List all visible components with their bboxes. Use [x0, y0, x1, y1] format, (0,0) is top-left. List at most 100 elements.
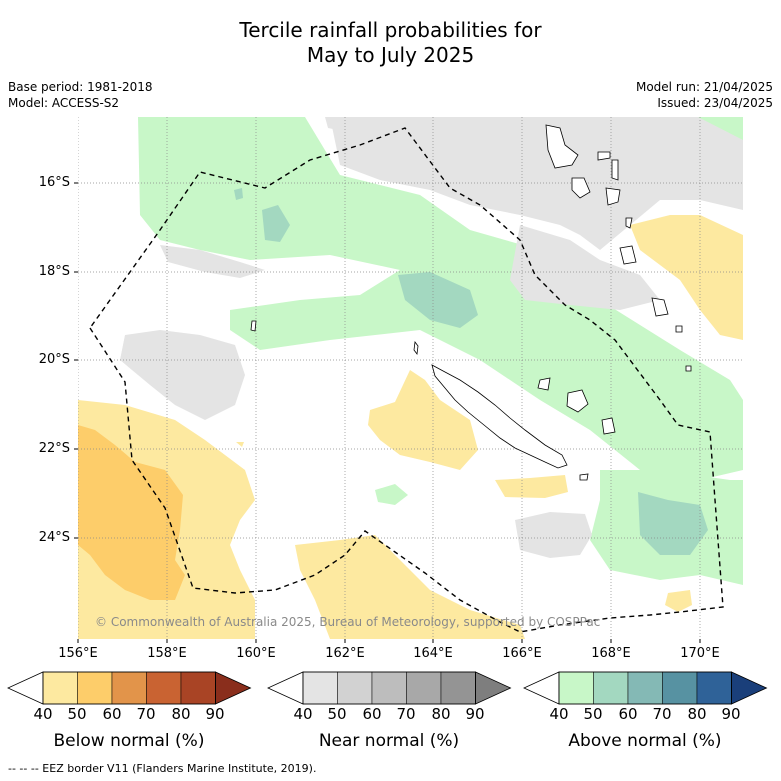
colorbar-near-low-extend — [267, 671, 304, 705]
vanuatu-island-2 — [597, 151, 611, 161]
lat-label-24s: 24°S — [38, 530, 70, 545]
vanuatu-island-4 — [605, 187, 621, 206]
below-normal-patch-1 — [495, 475, 568, 498]
run-info: Model run: 21/04/2025 Issued: 23/04/2025 — [636, 79, 773, 111]
cb-below-tick-40: 40 — [33, 705, 53, 723]
cb-above-tick-60: 60 — [618, 705, 638, 723]
colorbar-near-segment-4 — [440, 671, 476, 705]
colorbar-below-low-extend — [7, 671, 44, 705]
lat-label-18s: 18°S — [38, 264, 70, 279]
map-title: Tercile rainfall probabilities for May t… — [0, 18, 781, 68]
below-normal-region-centre — [368, 370, 478, 470]
colorbar-near-high-extend — [475, 671, 512, 705]
cb-near-tick-70: 70 — [396, 705, 416, 723]
near-normal-region-east — [510, 225, 660, 310]
cb-below-tick-70: 70 — [136, 705, 156, 723]
above-normal-50-patch-4 — [234, 188, 243, 200]
cb-near-tick-60: 60 — [362, 705, 382, 723]
new-caledonia-island — [431, 364, 568, 469]
colorbar-above-segment-3 — [662, 671, 698, 705]
axis-ticks — [74, 182, 701, 643]
colorbar-below-segment-2 — [111, 671, 147, 705]
colorbar-below-segment-0 — [42, 671, 78, 705]
colorbar-below-frame — [42, 671, 216, 705]
below-normal-patch-2 — [665, 590, 692, 612]
vanuatu-island-6 — [619, 245, 637, 265]
eez-border — [89, 127, 724, 633]
colorbar-title-below: Below normal (%) — [53, 731, 205, 751]
below-normal-50-region — [78, 425, 185, 600]
lon-label-166e: 166°E — [502, 646, 542, 661]
colorbar-below-segment-1 — [77, 671, 113, 705]
issued-date: Issued: 23/04/2025 — [657, 96, 773, 110]
colorbar-above-segment-1 — [593, 671, 629, 705]
colorbar-below-segment-4 — [180, 671, 216, 705]
cb-above-tick-40: 40 — [549, 705, 569, 723]
cb-near-tick-50: 50 — [327, 705, 347, 723]
near-normal-patch-1 — [325, 117, 340, 130]
cb-near-tick-90: 90 — [465, 705, 485, 723]
near-normal-region-sw — [120, 330, 245, 420]
belep-islands — [413, 340, 419, 356]
isle-of-pines — [579, 473, 589, 481]
lon-label-168e: 168°E — [591, 646, 631, 661]
lat-label-22s: 22°S — [38, 441, 70, 456]
lat-label-16s: 16°S — [38, 175, 70, 190]
cb-below-tick-50: 50 — [67, 705, 87, 723]
coastlines — [250, 124, 692, 481]
title-line-1: Tercile rainfall probabilities for — [239, 18, 542, 42]
colorbar-near-segment-2 — [371, 671, 407, 705]
colorbar-near-frame — [302, 671, 476, 705]
vanuatu-island-1 — [545, 124, 579, 169]
colorbars — [7, 671, 768, 705]
small-island-2 — [685, 365, 692, 372]
colorbar-above-segment-4 — [696, 671, 732, 705]
above-normal-50-patch-3 — [638, 492, 708, 555]
colorbar-above-low-extend — [523, 671, 560, 705]
model-info: Base period: 1981-2018 Model: ACCESS-S2 — [8, 79, 153, 111]
below-normal-patch-3 — [236, 442, 244, 447]
vanuatu-island-5 — [611, 159, 619, 181]
base-period: Base period: 1981-2018 — [8, 80, 153, 94]
below-normal-region-south — [295, 535, 525, 639]
colorbar-title-near: Near normal (%) — [318, 731, 460, 751]
colorbar-title-above: Above normal (%) — [568, 731, 722, 751]
cb-below-tick-80: 80 — [171, 705, 191, 723]
grid-lines — [78, 117, 743, 639]
above-normal-patch — [375, 484, 408, 505]
lon-label-156e: 156°E — [58, 646, 98, 661]
below-normal-region-east — [630, 215, 743, 340]
lon-label-164e: 164°E — [413, 646, 453, 661]
model-run-date: Model run: 21/04/2025 — [635, 80, 773, 94]
cb-above-tick-80: 80 — [687, 705, 707, 723]
lat-label-20s: 20°S — [38, 352, 70, 367]
colorbar-above-segment-2 — [627, 671, 663, 705]
vanuatu-island-7 — [651, 297, 669, 317]
colorbar-near-segment-3 — [406, 671, 442, 705]
above-normal-50-patch-2 — [398, 272, 478, 328]
colorbar-above-frame — [558, 671, 732, 705]
eez-legend: -- -- -- EEZ border V11 (Flanders Marine… — [8, 762, 317, 775]
loyalty-island-3 — [601, 417, 616, 435]
cb-above-tick-50: 50 — [583, 705, 603, 723]
cb-near-tick-80: 80 — [431, 705, 451, 723]
near-normal-region-south — [515, 512, 592, 558]
colorbar-below-high-extend — [215, 671, 252, 705]
colorbar-near-segment-0 — [302, 671, 338, 705]
cb-below-tick-60: 60 — [102, 705, 122, 723]
cb-above-tick-90: 90 — [721, 705, 741, 723]
vanuatu-island-9 — [625, 217, 633, 229]
vanuatu-island-8 — [675, 325, 683, 333]
model-name: Model: ACCESS-S2 — [8, 96, 120, 110]
lon-label-162e: 162°E — [325, 646, 365, 661]
near-normal-region-west — [160, 245, 265, 278]
cb-near-tick-40: 40 — [293, 705, 313, 723]
loyalty-island-1 — [537, 377, 551, 391]
copyright-notice: © Commonwealth of Australia 2025, Bureau… — [95, 615, 601, 629]
cb-above-tick-70: 70 — [652, 705, 672, 723]
colorbar-below-segment-3 — [146, 671, 182, 705]
small-island-1 — [250, 320, 257, 332]
title-line-2: May to July 2025 — [306, 43, 475, 67]
lon-label-158e: 158°E — [147, 646, 187, 661]
